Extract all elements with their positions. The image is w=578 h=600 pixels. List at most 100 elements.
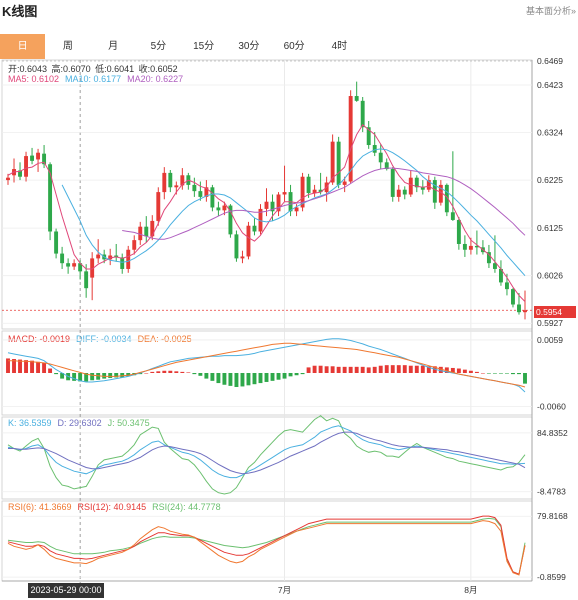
- macd-bar: [432, 366, 437, 373]
- macd-bar: [288, 373, 293, 377]
- candle-body: [294, 207, 299, 212]
- macd-bar: [42, 362, 47, 373]
- candle-body: [450, 212, 455, 220]
- macd-bar: [450, 367, 455, 373]
- tab-4[interactable]: 15分: [193, 41, 215, 52]
- tab-0[interactable]: 日: [0, 34, 46, 59]
- macd-bar: [505, 373, 509, 374]
- candle-body: [228, 205, 233, 235]
- fundamental-analysis-link[interactable]: 基本面分析»: [525, 6, 576, 16]
- tab-5[interactable]: 30分: [238, 41, 260, 52]
- macd-bar: [144, 373, 149, 374]
- tab-7[interactable]: 4时: [331, 41, 348, 52]
- price-tick-label: 0.6469: [537, 56, 563, 66]
- tab-6[interactable]: 60分: [283, 41, 305, 52]
- kdj-legend-entry: J: 50.3475: [107, 418, 150, 428]
- macd-tick-label: 0.0059: [537, 335, 563, 345]
- rsi6-line: [7, 520, 526, 576]
- macd-tick-label: -0.0060: [537, 402, 566, 412]
- candle-body: [306, 176, 311, 194]
- macd-bar: [360, 366, 365, 373]
- macd-bar: [342, 366, 347, 373]
- macd-bar: [486, 373, 491, 374]
- candle-body: [36, 152, 41, 160]
- candle-body: [426, 180, 431, 190]
- macd-bar: [258, 373, 263, 384]
- macd-bar: [180, 371, 185, 373]
- macd-bar: [523, 373, 527, 384]
- tab-1[interactable]: 周: [62, 41, 73, 52]
- candle-body: [378, 152, 383, 163]
- candle-body: [216, 207, 221, 211]
- candle-body: [354, 96, 359, 101]
- candle-body: [120, 257, 125, 269]
- rsi-legend-entry: RSI(6): 41.3669: [8, 502, 72, 512]
- candle-body: [210, 187, 215, 208]
- candle-body: [72, 263, 77, 267]
- macd-bar: [354, 366, 359, 373]
- page-title: K线图: [2, 4, 38, 19]
- macd-bar: [468, 370, 473, 373]
- candle-body: [18, 170, 22, 177]
- macd-bar: [312, 365, 317, 373]
- candle-body: [168, 172, 173, 188]
- macd-bar: [414, 365, 419, 373]
- candle-body: [511, 289, 515, 305]
- rsi-tick-label: -0.8599: [537, 572, 566, 582]
- candle-body: [144, 226, 149, 237]
- macd-bar: [108, 373, 113, 379]
- macd-bar: [216, 373, 221, 384]
- price-tick-label: 0.6324: [537, 128, 563, 138]
- macd-bar: [162, 370, 167, 373]
- price-tick-label: 0.6026: [537, 271, 563, 281]
- candle-body: [132, 240, 137, 250]
- ma-legend-entry: MA10: 0.6177: [65, 74, 122, 84]
- candle-body: [234, 234, 239, 259]
- macd-bar: [426, 366, 431, 373]
- tab-2[interactable]: 月: [108, 41, 119, 52]
- macd-bar: [30, 360, 35, 373]
- macd-bar: [438, 366, 443, 373]
- candle-body: [366, 127, 371, 146]
- macd-legend-entry: DIFF: -0.0034: [76, 334, 132, 344]
- macd-bar: [186, 372, 191, 373]
- candle-body: [264, 201, 269, 209]
- rsi24-line: [7, 517, 526, 575]
- macd-bar: [420, 365, 425, 373]
- rsi-tick-label: 79.8168: [537, 511, 568, 521]
- macd-bar: [90, 373, 95, 381]
- rsi-legend-entry: RSI(12): 40.9145: [77, 502, 147, 512]
- candle-body: [66, 263, 71, 267]
- macd-diff-line: [7, 338, 526, 393]
- candle-body: [42, 153, 47, 165]
- macd-legend: MACD: -0.0019 DIFF: -0.0034 DEA: -0.0025: [8, 334, 198, 344]
- macd-bar: [204, 373, 209, 379]
- macd-bar: [78, 373, 83, 382]
- macd-bar: [462, 369, 467, 373]
- macd-bar: [36, 361, 41, 373]
- macd-bar: [270, 373, 275, 381]
- macd-bar: [378, 365, 383, 373]
- macd-bar: [240, 373, 245, 387]
- candle-body: [150, 220, 155, 237]
- candle-body: [523, 310, 527, 313]
- macd-bar: [48, 368, 53, 373]
- macd-bar: [480, 373, 485, 374]
- macd-bar: [18, 359, 22, 373]
- candle-body: [414, 177, 419, 188]
- rsi12-line: [7, 515, 526, 575]
- candle-body: [468, 245, 473, 250]
- ma20-line: [122, 167, 526, 240]
- x-tick-label: 8月: [464, 585, 477, 595]
- kdj-tick-label: -8.4783: [537, 487, 566, 497]
- candle-body: [54, 231, 59, 254]
- close-value: 收:0.6052: [138, 64, 178, 74]
- candle-body: [192, 184, 197, 192]
- macd-bar: [192, 373, 197, 375]
- candle-body: [396, 189, 401, 197]
- open-value: 开:0.6043: [8, 64, 48, 74]
- timeframe-tabs: 日 周 月 5分 15分 30分 60分 4时: [0, 34, 362, 59]
- x-tick-label: 7月: [278, 585, 291, 595]
- tab-3[interactable]: 5分: [150, 41, 167, 52]
